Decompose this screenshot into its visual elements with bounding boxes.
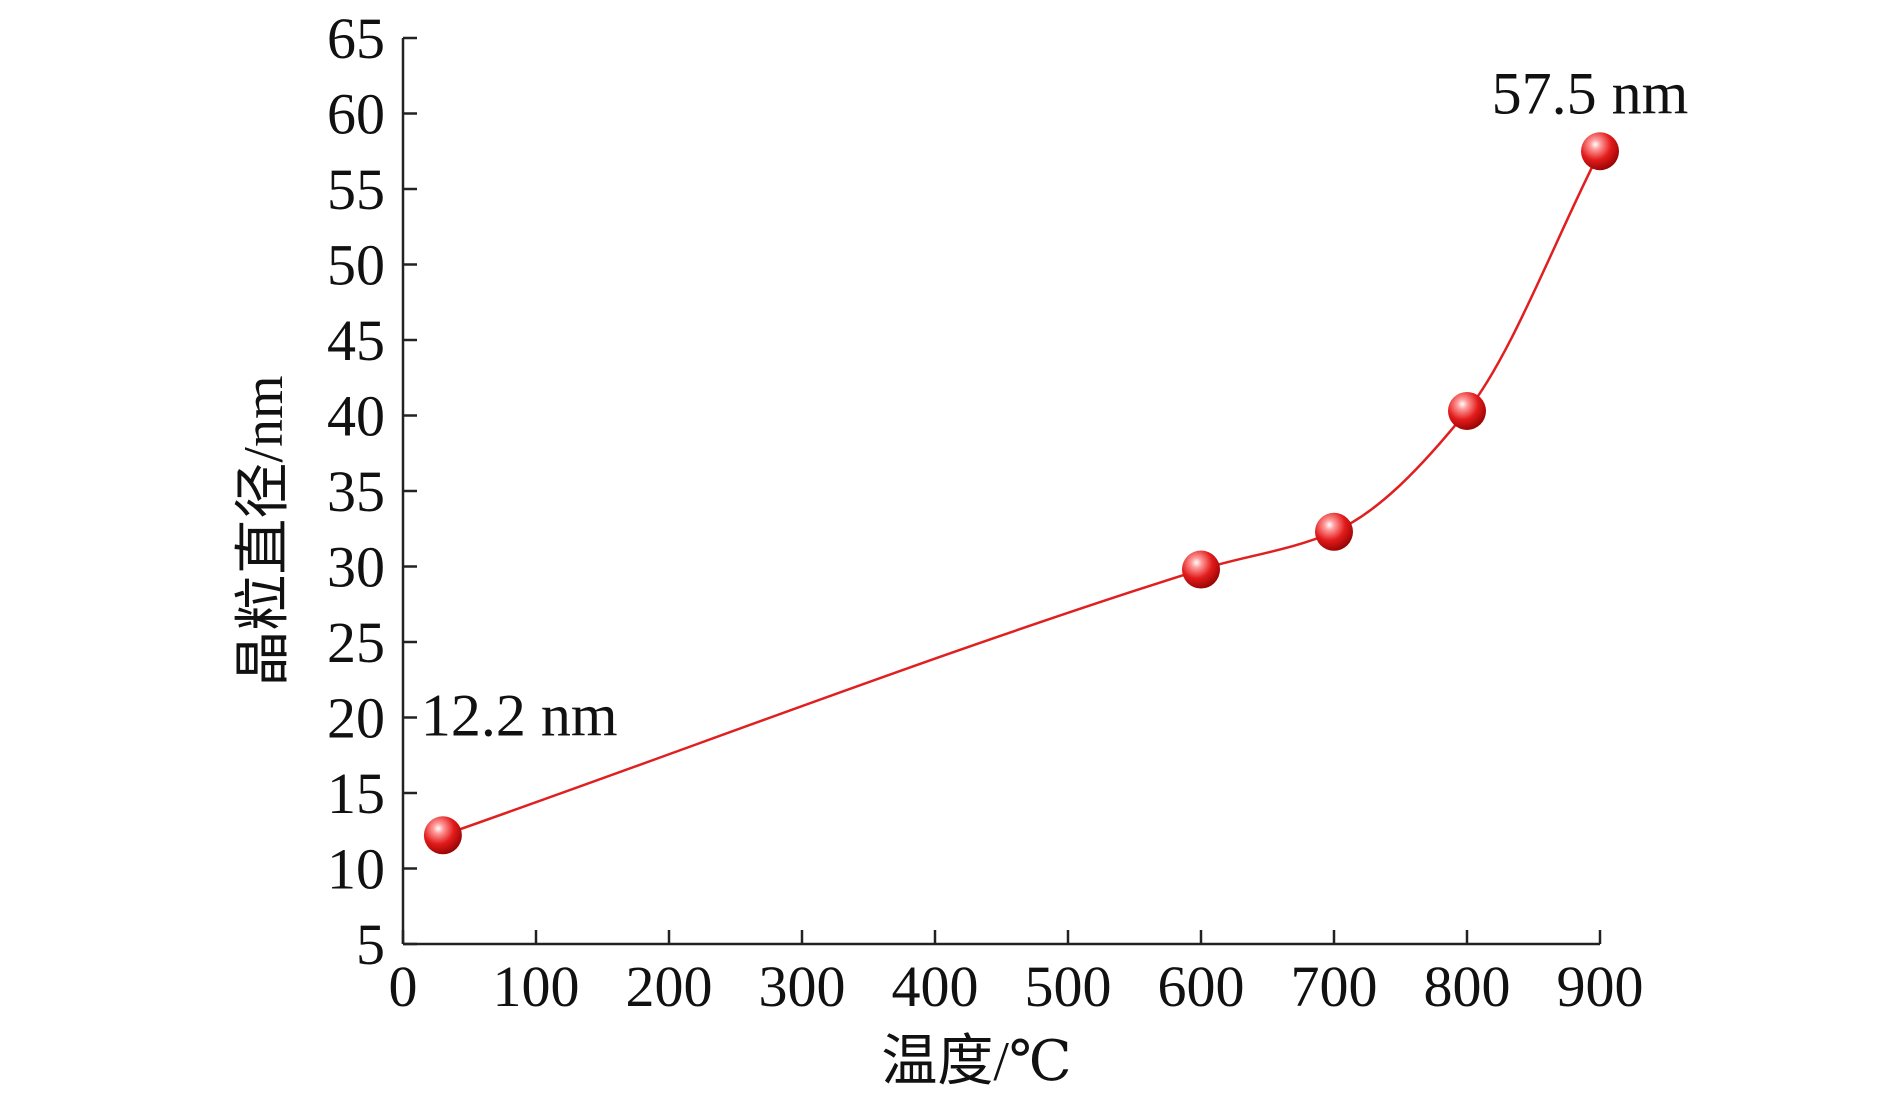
data-point xyxy=(1581,132,1619,171)
y-tick-label: 50 xyxy=(327,233,385,298)
y-axis-title: 晶粒直径/nm xyxy=(233,375,295,686)
data-point xyxy=(1182,550,1220,589)
y-tick-label: 55 xyxy=(327,157,385,222)
x-tick-label: 900 xyxy=(1557,954,1644,1019)
annotation-label: 12.2 nm xyxy=(421,682,618,748)
tick-labels: 0 100 200 300 400 500 600 700 800 900 5 10 15 20 25 30 3… xyxy=(327,6,1644,1019)
x-tick-label: 400 xyxy=(892,954,979,1019)
y-tick-label: 60 xyxy=(327,82,385,147)
annotations: 12.2 nm 57.5 nm xyxy=(421,60,1688,748)
y-tick-label: 65 xyxy=(327,6,385,71)
y-tick-label: 10 xyxy=(327,837,385,902)
y-tick-label: 20 xyxy=(327,686,385,751)
x-tick-label: 100 xyxy=(493,954,580,1019)
data-point xyxy=(1448,391,1486,430)
data-point xyxy=(423,816,462,855)
x-tick-label: 200 xyxy=(626,954,713,1019)
axes xyxy=(401,36,1602,946)
y-tick-label: 45 xyxy=(327,308,385,373)
x-tick-label: 300 xyxy=(759,954,846,1019)
y-tick-label: 5 xyxy=(356,912,385,977)
annotation-label: 57.5 nm xyxy=(1492,60,1689,126)
series-line xyxy=(442,150,1602,837)
data-point xyxy=(1315,512,1353,551)
x-tick-label: 500 xyxy=(1025,954,1112,1019)
y-tick-label: 30 xyxy=(327,535,385,600)
x-axis-title: 温度/℃ xyxy=(881,1031,1071,1093)
x-tick-label: 800 xyxy=(1424,954,1511,1019)
y-tick-label: 40 xyxy=(327,384,385,449)
series xyxy=(423,132,1619,855)
x-tick-label: 0 xyxy=(389,954,418,1019)
y-tick-label: 35 xyxy=(327,459,385,524)
x-tick-label: 700 xyxy=(1291,954,1378,1019)
y-tick-label: 25 xyxy=(327,610,385,675)
x-tick-label: 600 xyxy=(1158,954,1245,1019)
y-tick-label: 15 xyxy=(327,761,385,826)
